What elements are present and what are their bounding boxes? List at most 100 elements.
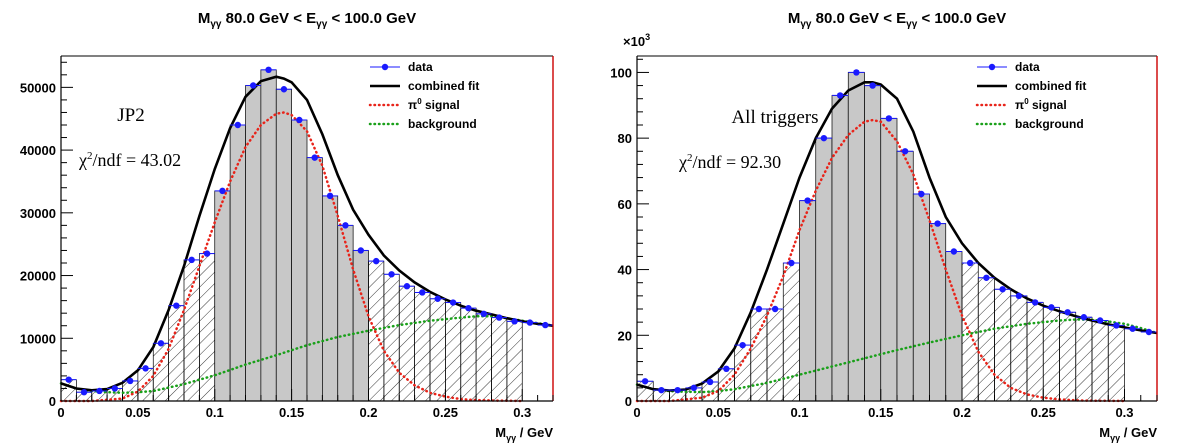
histogram-bar bbox=[912, 193, 930, 402]
histogram-bar bbox=[352, 250, 369, 402]
x-tick-label: 0 bbox=[57, 405, 64, 420]
legend-entry-label: π0 signal bbox=[408, 97, 460, 112]
x-tick-label: 0.15 bbox=[868, 405, 893, 420]
y-tick-label: 100 bbox=[610, 65, 632, 80]
histogram-bar bbox=[880, 118, 898, 402]
histogram-bar bbox=[491, 317, 508, 402]
histogram-bar bbox=[337, 225, 354, 402]
x-tick-label: 0.1 bbox=[790, 405, 808, 420]
histogram-bar bbox=[929, 223, 947, 402]
data-point bbox=[65, 376, 72, 383]
data-point bbox=[966, 259, 974, 267]
histogram-bar bbox=[1125, 329, 1141, 401]
x-tick-label: 0.3 bbox=[1115, 405, 1133, 420]
data-point bbox=[739, 341, 746, 349]
histogram-bar bbox=[1141, 332, 1157, 401]
data-point bbox=[788, 259, 795, 267]
data-point bbox=[1145, 328, 1153, 336]
data-point bbox=[999, 286, 1006, 293]
data-point bbox=[403, 283, 411, 290]
histogram-bar bbox=[322, 195, 339, 402]
data-point bbox=[203, 250, 211, 257]
x-axis-label: Mγγ / GeV bbox=[1099, 425, 1157, 443]
y-axis-multiplier: ×103 bbox=[623, 32, 650, 49]
data-point bbox=[1064, 309, 1071, 316]
legend: data combined fit π0 signal background bbox=[368, 60, 479, 131]
y-tick-label: 10000 bbox=[20, 331, 56, 346]
signal-curve bbox=[59, 111, 524, 403]
data-point bbox=[690, 384, 698, 392]
data-point bbox=[342, 222, 349, 229]
data-point bbox=[885, 115, 893, 122]
x-tick-label: 0.2 bbox=[953, 405, 971, 420]
data-point bbox=[142, 365, 149, 372]
x-tick-label: 0.25 bbox=[433, 405, 458, 420]
y-tick-label: 50000 bbox=[20, 80, 56, 95]
histogram-bar bbox=[1059, 311, 1077, 402]
data-point bbox=[465, 304, 472, 312]
histogram-bar bbox=[994, 288, 1012, 402]
data-point bbox=[950, 248, 958, 255]
histogram-bar bbox=[445, 302, 462, 402]
histogram-bar bbox=[506, 320, 523, 402]
chart-panel-all-triggers: Mγγ 80.0 GeV < Eγγ < 100.0 GeV ×103 0 0.05 0… bbox=[610, 10, 1159, 443]
histogram-bar bbox=[229, 124, 246, 402]
histogram-bar bbox=[414, 292, 431, 402]
histogram-bar bbox=[717, 368, 735, 402]
histogram-bar bbox=[896, 150, 914, 402]
data-point bbox=[983, 274, 990, 281]
histogram-bar bbox=[782, 262, 800, 402]
data-point bbox=[265, 66, 272, 74]
data-point bbox=[280, 86, 288, 93]
histogram-bar bbox=[245, 85, 262, 402]
histogram-bar bbox=[977, 277, 995, 402]
y-tick-label: 80 bbox=[618, 131, 632, 146]
x-tick-label: 0.05 bbox=[706, 405, 731, 420]
data-point bbox=[80, 389, 88, 396]
data-point bbox=[1129, 325, 1136, 332]
data-point bbox=[495, 314, 503, 321]
data-point bbox=[326, 192, 334, 200]
data-point bbox=[296, 116, 303, 124]
histogram-bar bbox=[1091, 320, 1109, 402]
histogram-bar bbox=[766, 308, 784, 402]
x-tick-label: 0 bbox=[633, 405, 640, 420]
histogram-bar bbox=[137, 368, 154, 402]
histogram-bar bbox=[398, 285, 415, 402]
histogram-bar bbox=[475, 313, 492, 402]
data-point bbox=[526, 319, 534, 326]
data-point bbox=[658, 386, 665, 394]
legend-data-marker bbox=[988, 63, 996, 71]
x-tick-label: 0.25 bbox=[1031, 405, 1056, 420]
histogram-bar bbox=[429, 298, 446, 402]
data-point bbox=[511, 318, 518, 325]
data-point bbox=[869, 82, 876, 89]
y-tick-label: 60 bbox=[618, 197, 632, 212]
legend-entry-label: background bbox=[1015, 117, 1084, 131]
data-point bbox=[820, 134, 828, 142]
histogram-bar bbox=[291, 119, 308, 402]
histogram-bar bbox=[538, 325, 553, 401]
data-point bbox=[357, 247, 365, 254]
signal-curve bbox=[635, 118, 1126, 403]
histogram-bar bbox=[460, 307, 477, 402]
legend-data-marker bbox=[381, 63, 389, 71]
histogram-bar bbox=[383, 273, 400, 402]
data-point bbox=[234, 121, 242, 129]
histogram-bar bbox=[1075, 316, 1093, 402]
histogram-bar bbox=[831, 95, 849, 402]
histogram-bar bbox=[945, 251, 963, 402]
histogram bbox=[636, 72, 1157, 402]
data-point bbox=[388, 271, 395, 278]
data-point bbox=[126, 377, 134, 385]
data-point bbox=[918, 190, 925, 198]
data-point bbox=[674, 386, 681, 394]
chi2-annotation: χ2/ndf = 92.30 bbox=[678, 152, 781, 172]
data-point bbox=[157, 340, 165, 347]
data-point bbox=[1031, 299, 1039, 306]
histogram-bar bbox=[1010, 295, 1028, 402]
data-point bbox=[836, 92, 844, 99]
data-point bbox=[706, 378, 714, 386]
histogram-bar bbox=[306, 157, 323, 402]
data-point bbox=[188, 256, 195, 264]
